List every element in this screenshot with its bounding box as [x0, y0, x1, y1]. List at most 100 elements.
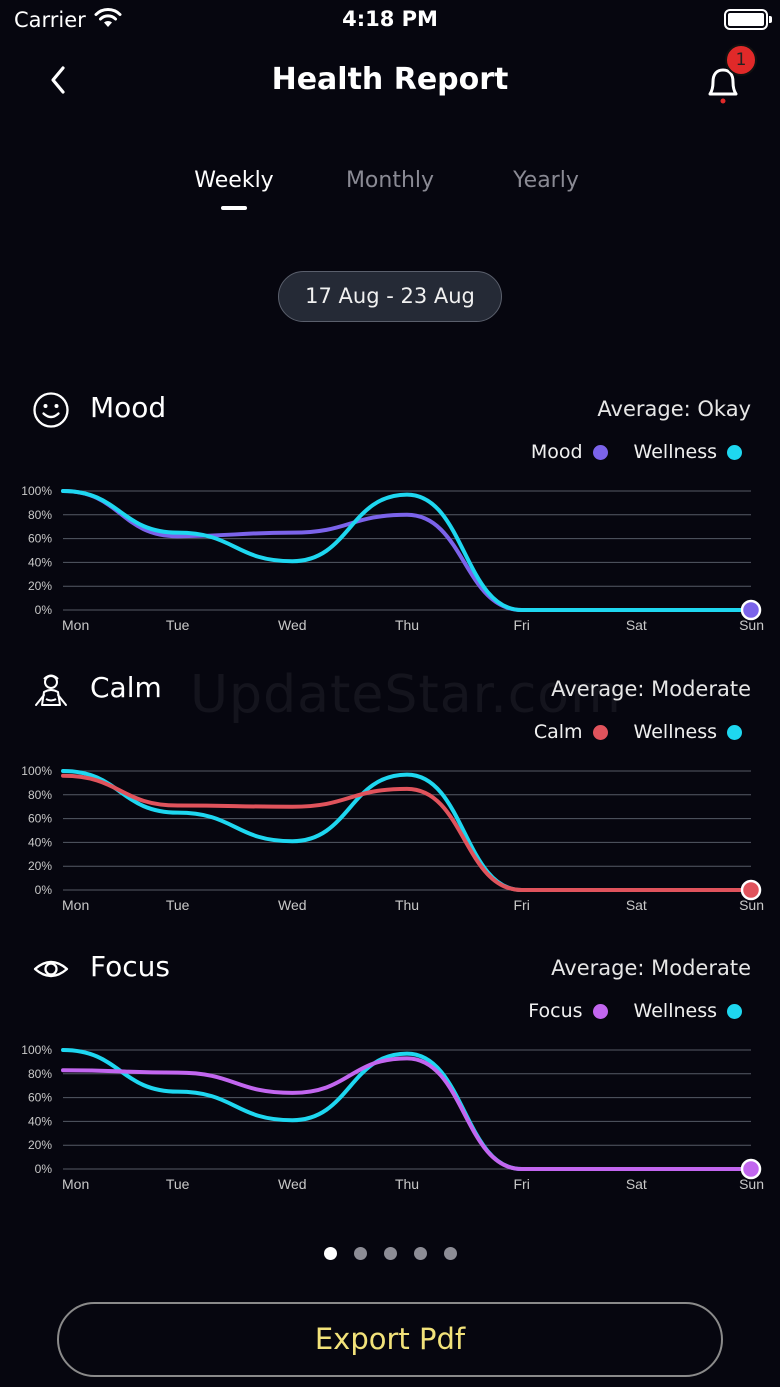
y-tick-label: 0% [35, 603, 53, 617]
x-tick-label: Tue [166, 617, 190, 633]
y-tick-label: 60% [28, 532, 52, 546]
legend-label: Wellness [633, 441, 717, 463]
legend-dot-mood [592, 444, 608, 460]
nav-bar: Health Report [0, 50, 780, 110]
section-title: Focus [90, 950, 170, 983]
x-tick-label: Mon [62, 1176, 89, 1192]
x-tick-label: Fri [514, 617, 530, 633]
y-tick-label: 100% [21, 1043, 52, 1057]
series-line-wellness [61, 1048, 753, 1171]
legend-label: Wellness [633, 721, 717, 743]
active-tab-indicator [221, 206, 247, 210]
smiley-icon [33, 392, 69, 428]
average-label: Average: Okay [597, 397, 751, 421]
legend-dot-calm [592, 724, 608, 740]
legend-dot-wellness [727, 724, 742, 740]
legend-dot-focus [592, 1003, 608, 1019]
chart-legend: Focus Wellness [528, 1000, 742, 1022]
series-line-mood [61, 489, 753, 612]
y-tick-label: 0% [35, 1162, 53, 1176]
y-tick-label: 40% [28, 1114, 52, 1128]
legend-dot-wellness [727, 1003, 742, 1019]
y-tick-label: 100% [21, 764, 52, 778]
y-tick-label: 20% [28, 859, 52, 873]
watermark: UpdateStar.com [190, 665, 622, 725]
y-tick-label: 40% [28, 555, 52, 569]
series-line-wellness [61, 489, 753, 612]
x-tick-label: Fri [514, 1176, 530, 1192]
x-tick-label: Thu [395, 1176, 419, 1192]
date-range-selector[interactable]: 17 Aug - 23 Aug [278, 271, 502, 322]
x-tick-label: Sat [626, 897, 647, 913]
end-point-marker [740, 1158, 762, 1180]
section-title: Calm [90, 671, 162, 704]
x-tick-label: Thu [395, 897, 419, 913]
x-tick-label: Mon [62, 897, 89, 913]
calm-section: Calm Average: Moderate Calm Wellness 100… [0, 671, 780, 941]
x-tick-label: Fri [514, 897, 530, 913]
tab-monthly[interactable]: Monthly [345, 168, 435, 193]
wifi-icon [94, 8, 122, 27]
focus-section: Focus Average: Moderate Focus Wellness 1… [0, 950, 780, 1220]
x-tick-label: Mon [62, 617, 89, 633]
x-tick-label: Sun [739, 897, 764, 913]
section-title: Mood [90, 391, 167, 424]
period-tabs: Weekly Monthly Yearly [0, 160, 780, 220]
average-label: Average: Moderate [551, 677, 751, 701]
page-dot[interactable] [413, 1247, 427, 1260]
y-tick-label: 60% [28, 1091, 52, 1105]
page-dot[interactable] [443, 1247, 457, 1260]
y-tick-label: 60% [28, 812, 52, 826]
legend-label: Focus [528, 1000, 583, 1022]
average-label: Average: Moderate [551, 956, 751, 980]
page-indicator [0, 1247, 780, 1260]
bell-icon [708, 68, 738, 104]
page-dot[interactable] [383, 1247, 397, 1260]
y-tick-label: 20% [28, 1138, 52, 1152]
x-tick-label: Wed [278, 1176, 307, 1192]
notifications-button[interactable] [702, 58, 752, 108]
y-tick-label: 80% [28, 1067, 52, 1081]
page-dot[interactable] [323, 1247, 337, 1260]
page-title: Health Report [271, 62, 509, 97]
mood-chart: 100% 80% 60% 40% 20% 0% Mon Tue Wed Thu Fri Sat Sun [21, 484, 764, 633]
legend-label: Calm [533, 721, 583, 743]
calm-chart: 100% 80% 60% 40% 20% 0% Mon Tue Wed Thu Fri Sat Sun [21, 764, 764, 913]
x-tick-label: Sun [739, 1176, 764, 1192]
y-tick-label: 40% [28, 835, 52, 849]
x-tick-label: Thu [395, 617, 419, 633]
legend-label: Wellness [633, 1000, 717, 1022]
x-tick-label: Sat [626, 617, 647, 633]
notification-badge: 1 [725, 44, 757, 76]
chevron-left-icon [51, 66, 65, 94]
tab-weekly[interactable]: Weekly [194, 168, 274, 193]
x-tick-label: Tue [166, 897, 190, 913]
chart-legend: Calm Wellness [534, 721, 742, 743]
legend-dot-wellness [727, 444, 742, 460]
status-time: 4:18 PM [342, 7, 438, 31]
x-tick-label: Sun [739, 617, 764, 633]
end-point-marker [740, 879, 762, 901]
tab-yearly[interactable]: Yearly [513, 168, 579, 193]
y-tick-label: 80% [28, 788, 52, 802]
focus-chart: 100% 80% 60% 40% 20% 0% Mon Tue Wed Thu Fri Sat Sun [21, 1043, 764, 1192]
end-point-marker [740, 599, 762, 621]
x-tick-label: Wed [278, 897, 307, 913]
eye-icon [33, 960, 69, 978]
x-tick-label: Tue [166, 1176, 190, 1192]
series-line-calm [61, 773, 753, 892]
export-pdf-button[interactable]: Export Pdf [57, 1302, 723, 1377]
y-tick-label: 80% [28, 508, 52, 522]
battery-icon [724, 9, 772, 30]
series-line-focus [61, 1056, 753, 1171]
back-button[interactable] [38, 60, 78, 100]
y-tick-label: 20% [28, 579, 52, 593]
x-tick-label: Wed [278, 617, 307, 633]
mood-section: Mood Average: Okay Mood Wellness 100% 80%… [0, 391, 780, 661]
page-dot[interactable] [353, 1247, 367, 1260]
x-tick-label: Sat [626, 1176, 647, 1192]
status-bar: Carrier 4:18 PM [0, 0, 780, 40]
carrier-label: Carrier [14, 8, 86, 32]
meditation-icon [35, 674, 67, 706]
chart-legend: Mood Wellness [531, 441, 742, 463]
